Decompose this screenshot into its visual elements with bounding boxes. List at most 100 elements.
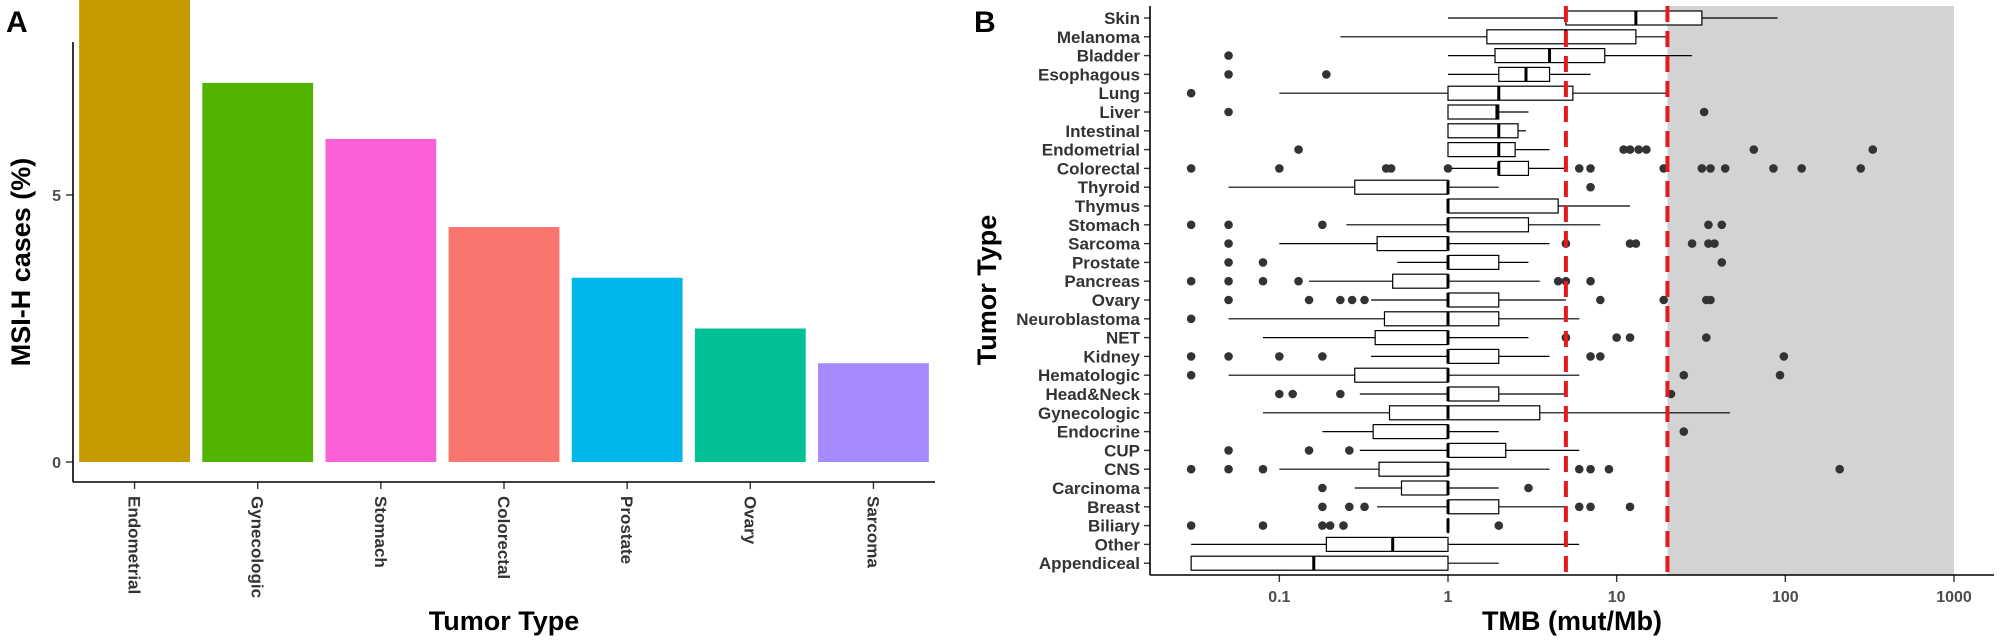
outlier-head-neck-0 — [1275, 389, 1284, 399]
boxplot-thyroid — [1228, 179, 1595, 195]
y-tick-label-cup: CUP — [1104, 441, 1140, 460]
outlier-esophagous-0 — [1224, 70, 1233, 79]
outlier-stomach-2 — [1318, 220, 1327, 230]
outlier-colorectal-10 — [1720, 164, 1730, 173]
boxplot-kidney — [1186, 348, 1789, 364]
outlier-kidney-0 — [1186, 352, 1196, 361]
panel-b: B SkinMelanomaBladderEsophagousLungLiver… — [972, 6, 1994, 636]
outlier-kidney-1 — [1224, 352, 1233, 361]
outlier-ovary-4 — [1360, 295, 1369, 305]
boxplot-pancreas — [1186, 273, 1595, 289]
outlier-hematologic-0 — [1186, 370, 1196, 380]
y-tick-label-endometrial: Endometrial — [1042, 141, 1140, 160]
boxplot-liver — [1224, 104, 1709, 120]
outlier-endometrial-1 — [1619, 145, 1628, 154]
outlier-sarcoma-6 — [1710, 239, 1719, 248]
y-tick-label-pancreas: Pancreas — [1064, 272, 1140, 291]
outlier-pancreas-2 — [1258, 276, 1268, 286]
outlier-carcinoma-0 — [1318, 483, 1327, 493]
boxplot-melanoma — [1340, 29, 1668, 45]
panel-b-y-axis-title: Tumor Type — [972, 215, 1002, 366]
box-appendiceal — [1190, 555, 1449, 571]
outlier-liver-0 — [1224, 107, 1233, 117]
y-tick-label-appendiceal: Appendiceal — [1039, 554, 1140, 573]
outlier-lung-0 — [1186, 88, 1196, 98]
outlier-breast-5 — [1625, 502, 1635, 512]
bar-gynecologic — [202, 82, 314, 463]
boxplot-ovary — [1224, 292, 1715, 308]
boxplot-intestinal — [1447, 123, 1526, 139]
outlier-kidney-4 — [1586, 352, 1595, 361]
y-tick-label-other: Other — [1095, 535, 1141, 554]
outlier-cns-4 — [1586, 464, 1595, 474]
y-tick-label-neuroblastoma: Neuroblastoma — [1016, 310, 1140, 329]
x-tick-label-1000: 1000 — [1936, 589, 1972, 606]
box-net — [1374, 330, 1449, 346]
panel-a-y-ticks: 051015 — [52, 188, 73, 472]
outlier-cns-2 — [1258, 464, 1268, 474]
outlier-bladder-0 — [1224, 51, 1233, 60]
outlier-colorectal-3 — [1386, 164, 1396, 173]
outlier-pancreas-4 — [1553, 276, 1563, 286]
box-esophagous — [1498, 66, 1551, 83]
boxplot-biliary — [1186, 517, 1504, 534]
outlier-endometrial-3 — [1634, 145, 1643, 154]
outlier-colorectal-12 — [1797, 164, 1806, 173]
box-endometrial — [1447, 142, 1516, 158]
boxplot-net — [1262, 330, 1711, 346]
boxplot-esophagous — [1224, 66, 1591, 83]
box-kidney — [1447, 348, 1500, 364]
boxplot-appendiceal — [1190, 555, 1499, 571]
x-tick-label-gynecologic: Gynecologic — [248, 496, 267, 598]
panel-a-bars — [79, 0, 929, 463]
x-tick-label-100: 100 — [1772, 589, 1799, 606]
outlier-prostate-0 — [1224, 258, 1233, 267]
outlier-colorectal-0 — [1186, 164, 1196, 173]
outlier-breast-3 — [1574, 502, 1584, 512]
y-tick-label-ovary: Ovary — [1092, 291, 1141, 310]
outlier-ovary-8 — [1706, 295, 1715, 305]
outlier-sarcoma-4 — [1687, 239, 1697, 248]
outlier-stomach-1 — [1224, 220, 1233, 230]
outlier-cup-1 — [1304, 446, 1314, 455]
outlier-biliary-2 — [1318, 521, 1327, 530]
outlier-hematologic-2 — [1775, 370, 1785, 380]
x-tick-label-colorectal: Colorectal — [494, 496, 513, 579]
x-tick-label-prostate: Prostate — [617, 496, 636, 564]
outlier-carcinoma-1 — [1524, 483, 1533, 493]
y-tick-label-carcinoma: Carcinoma — [1052, 479, 1140, 498]
outlier-colorectal-9 — [1706, 164, 1715, 173]
boxplot-carcinoma — [1318, 480, 1533, 496]
box-sarcoma — [1376, 236, 1449, 252]
boxplot-endometrial — [1294, 142, 1878, 158]
outlier-head-neck-2 — [1336, 389, 1345, 399]
bar-ovary — [694, 328, 806, 462]
y-tick-label-melanoma: Melanoma — [1057, 28, 1141, 47]
outlier-neuroblastoma-0 — [1186, 314, 1196, 324]
outlier-breast-1 — [1345, 502, 1354, 512]
outlier-ovary-6 — [1659, 295, 1668, 305]
box-neuroblastoma — [1383, 311, 1500, 327]
outlier-biliary-4 — [1339, 521, 1348, 530]
box-gynecologic — [1388, 405, 1541, 421]
boxplot-head-neck — [1275, 386, 1676, 402]
outlier-endometrial-0 — [1294, 145, 1303, 154]
panel-b-threshold-lines — [1563, 6, 1670, 575]
panel-a-letter: A — [6, 6, 28, 39]
box-intestinal — [1447, 123, 1519, 139]
box-melanoma — [1486, 29, 1637, 45]
panel-b-letter: B — [974, 6, 996, 39]
box-other — [1325, 536, 1449, 553]
panel-a-x-ticks: Endometrial Gynecologic Stomach Colorectal P… — [125, 482, 882, 598]
boxplot-colorectal — [1186, 160, 1866, 176]
box-breast — [1447, 499, 1500, 515]
y-tick-label-gynecologic: Gynecologic — [1038, 404, 1140, 423]
y-tick-label-breast: Breast — [1087, 498, 1140, 517]
box-stomach — [1447, 217, 1530, 233]
boxplot-breast — [1318, 499, 1635, 515]
outlier-sarcoma-0 — [1224, 239, 1233, 248]
boxplot-cns — [1186, 461, 1844, 477]
y-tick-label-stomach: Stomach — [1068, 216, 1140, 235]
box-carcinoma — [1400, 480, 1449, 496]
box-endocrine — [1372, 424, 1449, 440]
